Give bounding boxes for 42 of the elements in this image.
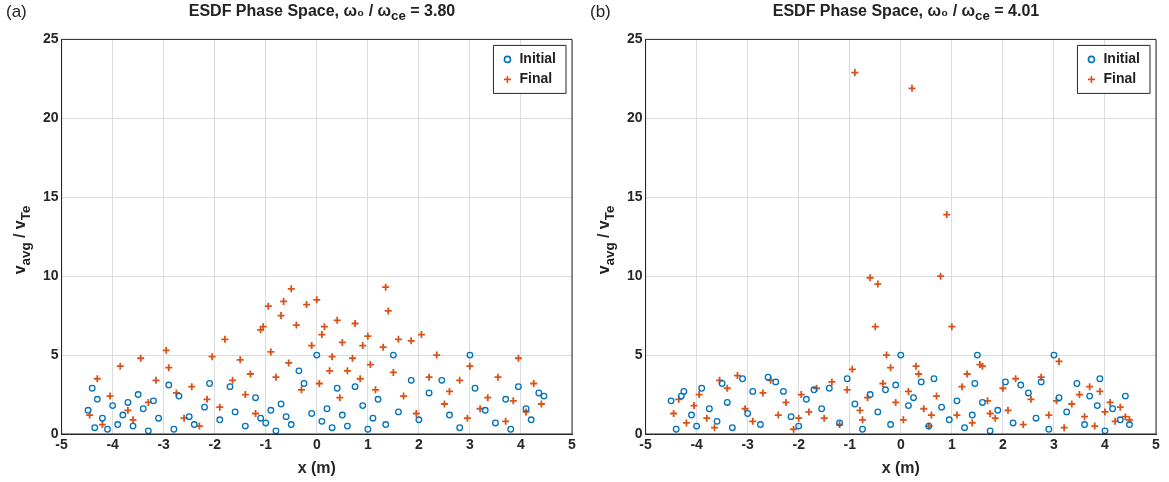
x-tick-label: 2: [998, 436, 1007, 453]
x-tick-label: -4: [106, 436, 120, 453]
chart-title: ESDF Phase Space, ω₀ / ω$_{ce}$ = 3.80: [187, 2, 457, 24]
y-tick-label: 15: [42, 188, 59, 205]
x-tick-label: -4: [690, 436, 704, 453]
y-tick-label: 15: [626, 188, 643, 205]
x-tick-label: 3: [466, 436, 475, 453]
x-tick-label: 1: [947, 436, 956, 453]
legend-label: Final: [519, 70, 553, 87]
y-tick-label: 10: [42, 267, 59, 284]
legend-label: Initial: [519, 50, 556, 67]
x-tick-label: -3: [741, 436, 755, 453]
x-tick-label: 5: [1152, 436, 1161, 453]
x-tick-label: -3: [157, 436, 171, 453]
y-tick-label: 0: [50, 424, 59, 441]
x-tick-label: 3: [1050, 436, 1059, 453]
x-tick-label: 4: [517, 436, 526, 453]
y-tick-label: 5: [50, 345, 59, 362]
x-tick-label: -2: [208, 436, 222, 453]
x-tick-label: 1: [363, 436, 372, 453]
y-tick-label: 5: [634, 345, 643, 362]
y-tick-label: 25: [42, 30, 59, 47]
text: (b): [590, 2, 611, 22]
x-tick-label: 2: [414, 436, 423, 453]
chart-title: ESDF Phase Space, ω₀ / ω$_{ce}$ = 4.01: [771, 2, 1041, 24]
y-tick-label: 0: [634, 424, 643, 441]
legend-label: Initial: [1103, 50, 1140, 67]
y-tick-label: 10: [626, 267, 643, 284]
legend-label: Final: [1103, 70, 1137, 87]
y-tick-label: 20: [626, 109, 643, 126]
x-tick-label: 0: [312, 436, 321, 453]
y-tick-label: 20: [42, 109, 59, 126]
x-axis-title: x (m): [881, 458, 920, 476]
x-axis-title: x (m): [297, 458, 336, 476]
text: (a): [6, 2, 27, 22]
x-tick-label: -1: [259, 436, 273, 453]
x-tick-label: 4: [1101, 436, 1110, 453]
x-tick-label: 0: [896, 436, 905, 453]
x-tick-label: 5: [568, 436, 577, 453]
x-tick-label: -1: [843, 436, 857, 453]
x-tick-label: -2: [792, 436, 806, 453]
y-tick-label: 25: [626, 30, 643, 47]
